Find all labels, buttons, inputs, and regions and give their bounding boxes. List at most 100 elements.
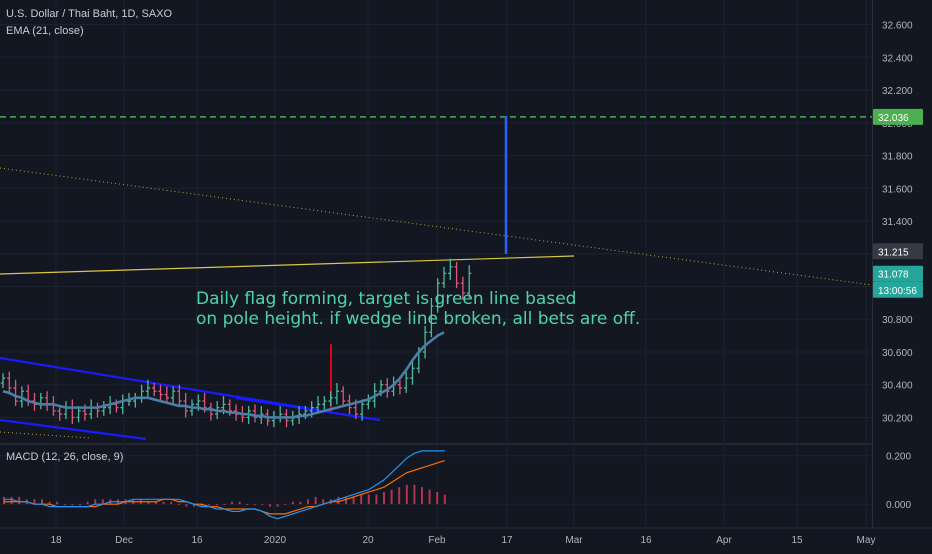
- macd-histogram-bar: [208, 504, 211, 506]
- macd-histogram-bar: [238, 501, 241, 505]
- macd-histogram-bar: [405, 484, 408, 505]
- candle-bar: [152, 383, 157, 397]
- grid-lines: [0, 0, 932, 529]
- ema-series: [2, 331, 445, 419]
- candle-bar: [0, 373, 6, 388]
- candle-bar: [70, 399, 75, 424]
- price-label-text: 31.215: [878, 247, 909, 258]
- candle-bar: [158, 384, 163, 402]
- annotation-line-2: on pole height. if wedge line broken, al…: [196, 309, 641, 329]
- price-tick-label: 30.200: [882, 413, 913, 424]
- price-label-text: 31.078: [878, 270, 909, 281]
- macd-histogram-bar: [200, 504, 203, 507]
- macd-histogram-bar: [443, 494, 446, 505]
- macd-histogram-bar: [246, 504, 249, 506]
- macd-histogram-bar: [63, 504, 66, 506]
- candle-bar: [208, 402, 214, 421]
- macd-histogram-bar: [94, 499, 97, 505]
- price-axis: 32.60032.40032.20032.00031.80031.60031.4…: [873, 21, 923, 511]
- macd-histogram-bar: [56, 501, 59, 505]
- macd-histogram-bar: [398, 487, 401, 505]
- macd-histogram-bar: [314, 496, 317, 505]
- macd-histogram-bar: [345, 496, 347, 505]
- price-label-badge: 32.036: [873, 108, 923, 125]
- candle-bar: [435, 278, 440, 313]
- time-tick-label: 2020: [264, 535, 287, 546]
- candle-bar: [322, 396, 327, 411]
- price-label-text: 13:00:56: [878, 286, 917, 297]
- price-tick-label: 32.400: [882, 53, 913, 64]
- price-tick-label: 31.400: [882, 217, 913, 228]
- macd-histogram-bar: [193, 504, 195, 507]
- flag-support-line: [0, 255, 575, 275]
- macd-histogram-bar: [162, 501, 165, 505]
- price-tick-label: 32.200: [882, 86, 913, 97]
- candle-bar: [89, 399, 94, 420]
- macd-line: [4, 450, 445, 520]
- time-tick-label: Dec: [115, 535, 133, 546]
- candle-bar: [13, 379, 18, 406]
- annotation-text[interactable]: Daily flag forming, target is green line…: [196, 289, 640, 329]
- price-label-bg: [873, 243, 923, 260]
- time-tick-label: 18: [50, 535, 62, 546]
- candle-bar: [359, 399, 365, 421]
- macd-histogram-bar: [337, 496, 340, 505]
- candle-bar: [133, 392, 138, 408]
- macd-histogram-bar: [18, 496, 21, 505]
- candle-bar: [441, 266, 447, 289]
- macd-histogram-bar: [253, 504, 256, 506]
- macd-histogram-bar: [322, 499, 325, 505]
- price-label-badge: 31.215: [873, 243, 923, 260]
- macd-histogram-bar: [276, 504, 279, 507]
- macd-histogram-bar: [10, 496, 13, 505]
- macd-pane: [3, 450, 446, 520]
- time-tick-label: 16: [640, 535, 652, 546]
- time-tick-label: 17: [501, 535, 513, 546]
- macd-histogram-bar: [223, 504, 226, 506]
- macd-histogram-bar: [284, 504, 287, 506]
- price-tick-label: 30.800: [882, 315, 913, 326]
- candle-bar: [57, 405, 62, 421]
- macd-histogram-bar: [231, 501, 233, 505]
- candle-bar: [177, 384, 182, 406]
- macd-histogram-bar: [307, 499, 309, 505]
- candle-bar: [145, 379, 151, 398]
- annotation-line-1: Daily flag forming, target is green line…: [196, 289, 577, 309]
- candle-bar: [460, 276, 466, 300]
- macd-histogram-bar: [299, 501, 302, 505]
- price-label-bg: [873, 281, 923, 298]
- ema-legend: EMA (21, close): [6, 25, 84, 37]
- candle-bar: [448, 258, 453, 280]
- price-label-text: 32.036: [878, 113, 909, 124]
- time-tick-label: May: [857, 535, 876, 546]
- macd-histogram-bar: [367, 494, 370, 505]
- candle-bar: [63, 401, 69, 420]
- candle-bar: [139, 384, 144, 403]
- candle-bar: [101, 401, 106, 416]
- macd-histogram-bar: [3, 496, 5, 505]
- time-tick-label: Feb: [428, 535, 446, 546]
- macd-signal-line: [4, 459, 445, 515]
- candle-bar: [164, 386, 169, 403]
- candle-bar: [454, 261, 459, 289]
- macd-histogram-bar: [436, 492, 439, 505]
- price-tick-label: 31.600: [882, 184, 913, 195]
- macd-histogram-bar: [155, 501, 157, 505]
- candle-bar: [95, 402, 100, 418]
- candle-bar: [7, 371, 12, 395]
- macd-histogram-bar: [215, 504, 218, 506]
- macd-histogram-bar: [269, 504, 271, 507]
- time-tick-label: 20: [362, 535, 374, 546]
- price-tick-label: 30.400: [882, 381, 913, 392]
- macd-histogram-bar: [291, 501, 294, 505]
- candle-bar: [366, 394, 371, 410]
- price-tick-label: 31.800: [882, 152, 913, 163]
- time-axis: 18 Dec 16 2020 20 Feb 17 Mar 16 Apr 15 May: [50, 535, 875, 546]
- lower-dotted-line: [0, 431, 91, 439]
- downtrend-dotted-line: [0, 167, 873, 286]
- macd-histogram-bar: [48, 501, 51, 505]
- price-tick-label: 32.600: [882, 21, 913, 32]
- macd-tick-label: 0.200: [886, 452, 911, 463]
